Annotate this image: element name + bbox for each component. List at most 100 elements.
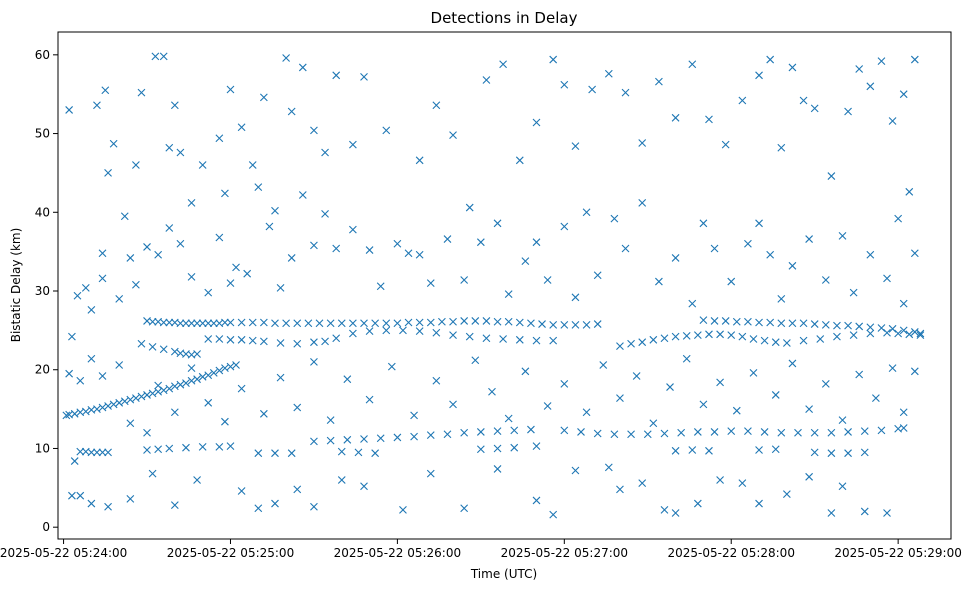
- detection-point: [143, 446, 151, 454]
- detection-point: [549, 55, 558, 64]
- detection-point: [571, 466, 580, 475]
- detection-point: [426, 431, 435, 439]
- detection-point: [104, 402, 112, 410]
- detection-point: [465, 332, 474, 341]
- detection-point: [399, 326, 407, 335]
- detection-point: [321, 148, 329, 157]
- detection-point: [616, 342, 624, 351]
- detection-point: [899, 424, 908, 432]
- detection-point: [738, 96, 747, 105]
- detection-point: [159, 386, 168, 395]
- detection-point: [883, 509, 891, 517]
- detection-point: [443, 235, 452, 243]
- detection-point: [310, 357, 318, 366]
- detection-point: [771, 391, 780, 399]
- detection-point: [482, 76, 491, 84]
- detection-point: [81, 283, 90, 292]
- detection-point: [471, 317, 480, 325]
- detection-point: [326, 416, 335, 425]
- detection-point: [187, 198, 196, 207]
- detection-point: [443, 430, 452, 439]
- detection-point: [821, 276, 830, 284]
- detection-point: [104, 448, 112, 457]
- detection-point: [248, 336, 257, 345]
- detection-point: [248, 318, 257, 327]
- detection-point: [543, 402, 552, 410]
- detection-point: [755, 446, 763, 454]
- detection-point: [382, 126, 391, 135]
- detection-point: [860, 427, 869, 436]
- detection-point: [432, 328, 441, 337]
- detection-point: [115, 361, 124, 369]
- detection-point: [287, 254, 296, 262]
- detection-point: [215, 366, 224, 375]
- detection-point: [109, 400, 118, 409]
- detection-point: [332, 244, 341, 253]
- detection-point: [293, 403, 302, 412]
- detection-point: [732, 317, 741, 326]
- detection-point: [844, 107, 852, 116]
- detection-point: [833, 321, 841, 330]
- detection-point: [688, 60, 697, 69]
- detection-point: [515, 156, 524, 165]
- detection-point: [209, 319, 218, 328]
- detection-point: [170, 382, 179, 391]
- y-tick-label: 40: [35, 205, 50, 219]
- detection-point: [182, 319, 190, 328]
- detection-point: [682, 331, 691, 340]
- detection-point: [170, 408, 179, 417]
- detection-point: [610, 214, 619, 223]
- detection-point: [465, 203, 474, 212]
- detection-point: [298, 191, 307, 199]
- detection-point: [126, 395, 135, 404]
- detection-point: [165, 143, 174, 152]
- detection-point: [666, 383, 674, 391]
- detection-point: [282, 319, 291, 328]
- detection-point: [426, 279, 435, 288]
- detection-point: [237, 335, 246, 344]
- detection-point: [493, 465, 502, 473]
- detection-point: [187, 364, 196, 373]
- detection-point: [159, 345, 168, 354]
- detection-point: [265, 222, 274, 231]
- detection-point: [716, 476, 724, 484]
- detection-point: [916, 331, 925, 339]
- detection-point: [360, 72, 368, 81]
- detection-point: [226, 442, 235, 450]
- detection-point: [449, 317, 457, 326]
- detection-point: [382, 326, 391, 335]
- x-tick-label: 2025-05-22 05:27:00: [501, 546, 628, 560]
- detection-point: [749, 368, 758, 377]
- detection-point: [151, 52, 160, 61]
- detection-point: [476, 428, 485, 436]
- detection-point: [543, 276, 552, 284]
- detection-point: [621, 88, 630, 97]
- detection-point: [871, 394, 880, 402]
- detection-point: [215, 233, 224, 242]
- detection-point: [232, 361, 240, 369]
- x-tick-label: 2025-05-22 05:28:00: [668, 546, 795, 560]
- detection-point: [810, 104, 819, 113]
- detection-point: [593, 320, 602, 328]
- detection-point: [476, 238, 485, 247]
- detection-point: [62, 411, 71, 420]
- detection-point: [271, 449, 279, 458]
- detection-point: [560, 426, 569, 435]
- detection-point: [816, 335, 825, 343]
- detection-point: [187, 319, 196, 328]
- detection-point: [259, 318, 268, 327]
- detection-point: [165, 444, 174, 453]
- detection-point: [426, 318, 435, 327]
- detection-point: [493, 219, 502, 228]
- detection-point: [70, 409, 79, 418]
- detection-point: [154, 445, 163, 454]
- detection-point: [738, 332, 747, 341]
- detection-point: [827, 449, 836, 458]
- y-tick-label: 10: [35, 441, 50, 455]
- detection-point: [460, 317, 469, 325]
- detection-point: [766, 55, 775, 64]
- detection-point: [810, 448, 819, 457]
- detection-point: [782, 490, 791, 499]
- detection-point: [209, 368, 218, 377]
- detection-point: [799, 319, 808, 328]
